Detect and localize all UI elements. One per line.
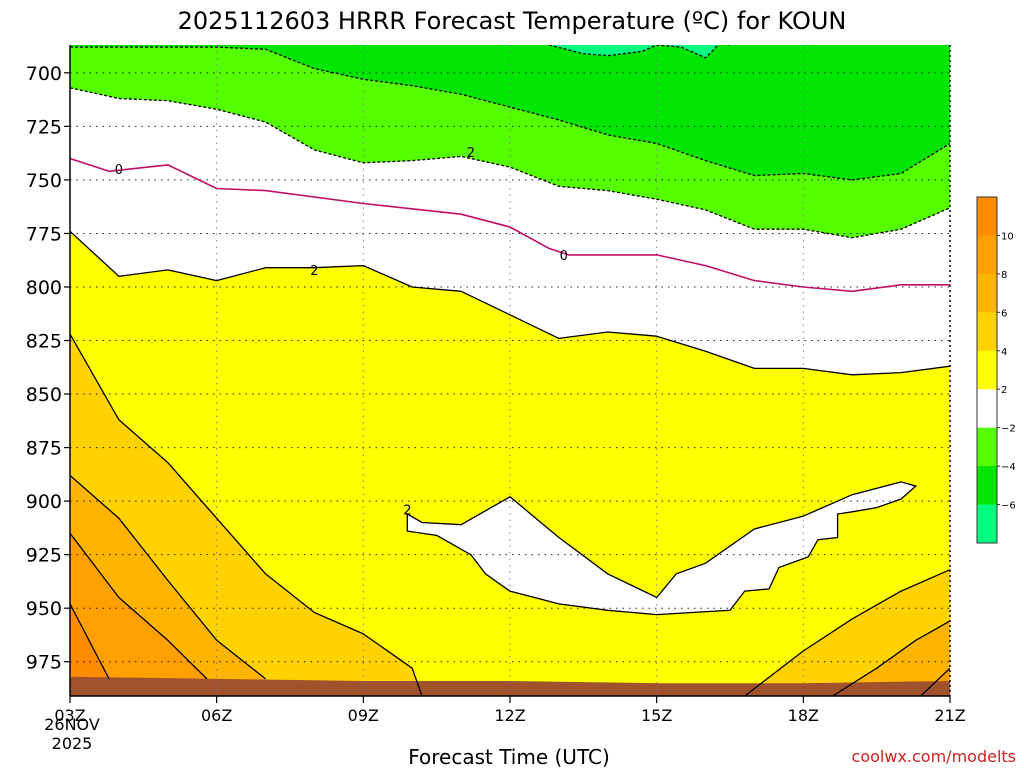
chart-title: 2025112603 HRRR Forecast Temperature (ºC… <box>178 7 847 35</box>
contour-2-pocket <box>406 481 918 616</box>
contour-warm-0 <box>70 333 423 696</box>
contour-4-upper <box>70 46 950 181</box>
contour-2-mid <box>70 230 950 376</box>
colorbar-label-6: −4 <box>1001 462 1016 473</box>
date-label-day: 26NOV <box>44 715 100 734</box>
x-tick-label-12Z: 12Z <box>494 706 525 725</box>
y-axis-ticks: 700 725 750 775 800 825 850 875 900 925 950 975 <box>26 63 70 674</box>
contour-lines <box>70 45 950 696</box>
colorbar-bin--4-to--2 <box>977 427 997 467</box>
x-axis-label: Forecast Time (UTC) <box>408 745 610 768</box>
fill-minus2-to-2 <box>70 87 950 375</box>
contour-label-2: 0 <box>560 249 568 264</box>
contour-label-1: 2 <box>467 146 475 161</box>
fill-near-surface-pocket <box>407 481 916 615</box>
y-tick-label-700: 700 <box>26 63 62 85</box>
y-tick-label-750: 750 <box>26 170 62 192</box>
y-tick-label-900: 900 <box>26 491 62 513</box>
colorbar-label-7: −6 <box>1001 501 1016 512</box>
contour-warm-3 <box>70 603 110 680</box>
x-axis-ticks: 03Z 06Z 09Z 12Z 15Z 18Z 21Z <box>54 696 966 725</box>
colorbar-bin-6-to-8 <box>977 273 997 313</box>
contour-warm-1 <box>70 474 267 680</box>
contour-6-upper <box>548 45 730 59</box>
contour-label-4: 2 <box>403 504 411 519</box>
colorbar-label-3: 4 <box>1001 347 1007 358</box>
y-tick-label-775: 775 <box>26 223 62 245</box>
contour-warm-6 <box>920 667 950 696</box>
colorbar-label-4: 2 <box>1001 385 1007 396</box>
contour-0-upper <box>70 157 950 293</box>
y-tick-label-950: 950 <box>26 598 62 620</box>
colorbar-bin-10-to-12 <box>977 197 997 236</box>
y-tick-label-850: 850 <box>26 384 62 406</box>
x-tick-label-06Z: 06Z <box>201 706 232 725</box>
contour-2-upper <box>70 87 950 239</box>
y-tick-label-925: 925 <box>26 545 62 567</box>
colorbar-bin-8-to-10 <box>977 235 997 275</box>
gridlines <box>70 45 950 696</box>
credit-link[interactable]: coolwx.com/modelts <box>852 747 1016 766</box>
x-tick-label-15Z: 15Z <box>641 706 672 725</box>
colorbar-label-1: 8 <box>1001 270 1007 281</box>
colorbar-bin--6-to--4 <box>977 466 997 506</box>
contour-label-3: 2 <box>310 264 318 279</box>
colorbar-label-0: 10 <box>1001 231 1014 242</box>
y-tick-label-875: 875 <box>26 438 62 460</box>
colorbar-label-2: 6 <box>1001 308 1007 319</box>
colorbar-bin--8-to--6 <box>977 504 997 544</box>
contour-warm-2 <box>70 532 208 680</box>
date-label-year: 2025 <box>52 734 93 753</box>
x-tick-label-18Z: 18Z <box>788 706 819 725</box>
x-tick-label-09Z: 09Z <box>348 706 379 725</box>
colorbar: 10 8 6 4 2 −2 −4 −6 <box>976 196 1016 544</box>
y-tick-label-825: 825 <box>26 331 62 353</box>
ground-surface <box>70 676 950 696</box>
y-tick-label-975: 975 <box>26 652 62 674</box>
contour-warm-4 <box>744 569 950 696</box>
x-tick-label-21Z: 21Z <box>934 706 965 725</box>
colorbar-label-5: −2 <box>1001 424 1016 435</box>
y-tick-label-800: 800 <box>26 277 62 299</box>
colorbar-bin-2-to-4 <box>977 350 997 390</box>
contour-warm-5 <box>832 620 950 696</box>
fill-minus6-to-minus4 <box>70 45 950 180</box>
contour-labels: 0 2 0 2 2 <box>115 146 568 519</box>
colorbar-bin-4-to-6 <box>977 312 997 352</box>
x-tick-label-03Z: 03Z <box>54 706 85 725</box>
colorbar-frame <box>976 196 998 544</box>
y-tick-label-725: 725 <box>26 116 62 138</box>
fill-10-band-left <box>70 603 110 696</box>
colorbar-bin--2-to-2 <box>977 389 997 429</box>
contour-label-0: 0 <box>115 163 123 178</box>
